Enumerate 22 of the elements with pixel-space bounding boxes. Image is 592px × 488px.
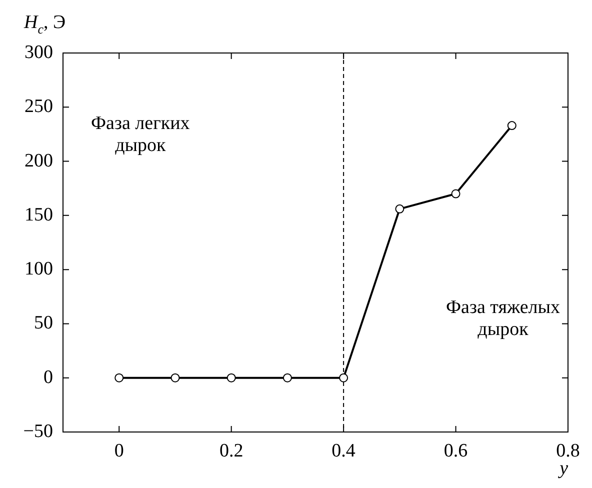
y-tick-label: 200 [24,150,53,172]
y-tick-label: 100 [24,258,53,280]
x-tick-label: 0.6 [444,440,468,462]
point [114,373,124,382]
point [170,373,180,382]
y-tick-label: 0 [44,366,53,388]
point [395,204,404,214]
y-tick-label: 300 [24,42,53,63]
annotation: Фаза тяжелых дырок [446,296,560,340]
annotation: Фаза легких дырок [91,112,190,156]
point [507,121,516,130]
y-tick-label: −50 [23,420,53,442]
y-tick-label: 50 [34,312,53,334]
point [226,373,236,382]
y-tick-label: 150 [24,204,53,226]
x-tick-label: 0 [114,440,124,462]
point [451,189,460,198]
x-tick-label: 0.4 [332,440,356,462]
point [339,373,348,382]
point [282,373,292,382]
x-tick-label: 0.2 [219,440,244,462]
y-tick-label: 250 [24,96,53,118]
